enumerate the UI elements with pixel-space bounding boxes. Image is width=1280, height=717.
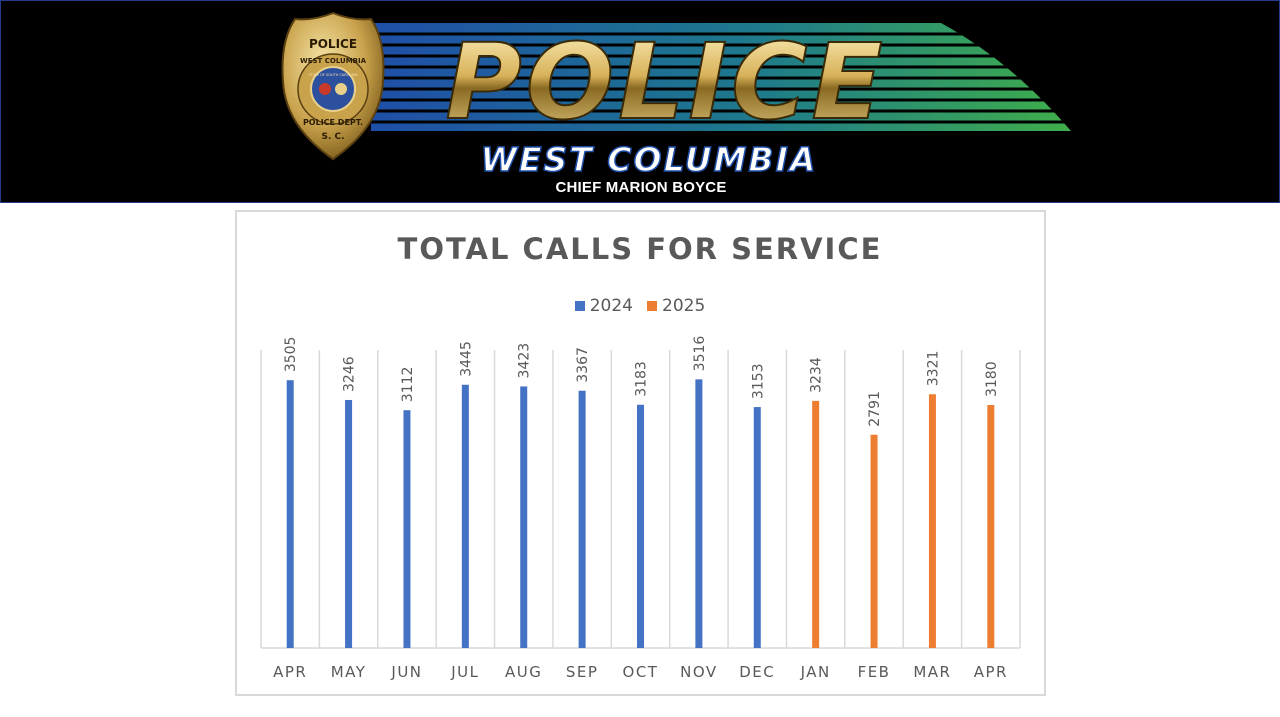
speed-stripes bbox=[371, 23, 1076, 131]
x-tick-label: APR bbox=[974, 663, 1008, 681]
bar-2024-jul bbox=[461, 384, 469, 648]
data-label: 3505 bbox=[283, 337, 299, 373]
bar-2024-may bbox=[345, 399, 353, 648]
x-tick-label: MAY bbox=[331, 663, 367, 681]
legend-item-2024: 2024 bbox=[574, 296, 633, 316]
x-tick-label: AUG bbox=[505, 663, 542, 681]
bar-2025-mar bbox=[928, 394, 936, 648]
x-tick-label: FEB bbox=[858, 663, 891, 681]
data-label: 3234 bbox=[809, 357, 825, 393]
data-label: 3153 bbox=[750, 363, 766, 399]
data-label: 3321 bbox=[925, 351, 941, 387]
bar-2025-feb bbox=[870, 434, 878, 648]
header-banner: POLICE WEST COLUMBIA POLICE WEST COLUMBI… bbox=[0, 0, 1280, 203]
x-tick-label: JUL bbox=[450, 663, 479, 681]
data-label: 3516 bbox=[692, 336, 708, 372]
x-tick-label: MAR bbox=[913, 663, 951, 681]
bar-2024-sep bbox=[578, 390, 586, 648]
bar-2024-jun bbox=[403, 410, 411, 648]
svg-text:S. C.: S. C. bbox=[321, 132, 344, 142]
city-name: WEST COLUMBIA bbox=[481, 140, 818, 179]
data-label: 3183 bbox=[634, 361, 650, 397]
data-label: 3180 bbox=[984, 361, 1000, 397]
legend-swatch-2025 bbox=[647, 301, 657, 311]
police-wordmark: POLICE bbox=[446, 21, 887, 143]
legend-swatch-2024 bbox=[574, 301, 585, 311]
data-label: 3445 bbox=[458, 341, 474, 377]
data-label: 2791 bbox=[867, 391, 883, 427]
x-tick-label: JAN bbox=[800, 663, 831, 681]
police-badge-icon: POLICE WEST COLUMBIA STATE OF SOUTH CARO… bbox=[281, 11, 385, 161]
legend-label-2025: 2025 bbox=[662, 296, 706, 316]
chart-title: TOTAL CALLS FOR SERVICE bbox=[397, 232, 883, 266]
bar-2024-dec bbox=[753, 407, 761, 648]
x-tick-label: OCT bbox=[623, 663, 659, 681]
bar-2025-jan bbox=[812, 400, 820, 648]
bar-2024-nov bbox=[695, 379, 703, 648]
data-label: 3423 bbox=[517, 343, 533, 379]
bar-2024-apr bbox=[286, 380, 294, 648]
chart-legend: 2024 2025 bbox=[0, 296, 1280, 316]
svg-text:POLICE: POLICE bbox=[309, 37, 357, 51]
chief-name: CHIEF MARION BOYCE bbox=[555, 179, 727, 196]
bar-2025-apr bbox=[987, 405, 995, 648]
legend-label-2024: 2024 bbox=[589, 296, 633, 316]
x-tick-label: JUN bbox=[390, 663, 422, 681]
police-logo-banner: POLICE WEST COLUMBIA POLICE WEST COLUMBI… bbox=[281, 11, 1076, 180]
data-label: 3112 bbox=[400, 367, 416, 403]
legend-item-2025: 2025 bbox=[647, 296, 705, 316]
x-tick-label: DEC bbox=[739, 663, 775, 681]
data-label: 3246 bbox=[342, 356, 358, 392]
bar-2024-oct bbox=[637, 404, 644, 648]
x-tick-label: APR bbox=[273, 663, 307, 681]
bar-2024-aug bbox=[520, 386, 528, 648]
svg-text:STATE OF SOUTH CAROLINA: STATE OF SOUTH CAROLINA bbox=[309, 73, 359, 77]
svg-text:WEST COLUMBIA: WEST COLUMBIA bbox=[300, 57, 367, 65]
x-tick-label: SEP bbox=[566, 663, 599, 681]
x-tick-label: NOV bbox=[680, 663, 718, 681]
svg-text:POLICE DEPT.: POLICE DEPT. bbox=[303, 118, 363, 127]
data-label: 3367 bbox=[575, 347, 591, 383]
